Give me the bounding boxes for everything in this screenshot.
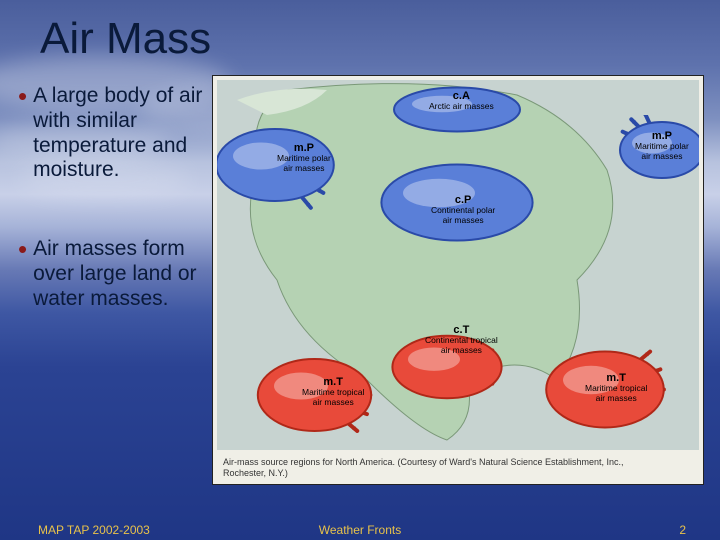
bullet-item: • A large body of air with similar tempe… <box>18 84 210 183</box>
caption-line: Air-mass source regions for North Americ… <box>223 457 624 467</box>
bullet-text: Air masses form over large land or water… <box>33 237 210 311</box>
air-mass-name: Maritime tropicalair masses <box>302 387 364 407</box>
bullet-list: • A large body of air with similar tempe… <box>18 84 210 365</box>
air-mass-name: Continental polarair masses <box>431 205 495 225</box>
air-mass-name: Arctic air masses <box>429 101 494 111</box>
bullet-dot-icon: • <box>18 237 27 311</box>
air-mass-label-mT_w: m.T Maritime tropicalair masses <box>302 376 364 408</box>
bullet-dot-icon: • <box>18 84 27 183</box>
air-mass-label-cP: c.P Continental polarair masses <box>431 194 495 226</box>
air-mass-map: c.A Arctic air masses m.P Maritime polar… <box>212 75 704 485</box>
air-mass-name: Maritime polarair masses <box>635 141 689 161</box>
air-mass-name: Maritime polarair masses <box>277 153 331 173</box>
air-mass-label-mP_w: m.P Maritime polarair masses <box>277 142 331 174</box>
map-caption: Air-mass source regions for North Americ… <box>223 457 624 480</box>
map-canvas: c.A Arctic air masses m.P Maritime polar… <box>217 80 699 450</box>
air-mass-name: Continental tropicalair masses <box>425 335 498 355</box>
air-mass-name: Maritime tropicalair masses <box>585 383 647 403</box>
bullet-item: • Air masses form over large land or wat… <box>18 237 210 311</box>
air-mass-label-cT: c.T Continental tropicalair masses <box>425 324 498 356</box>
caption-line: Rochester, N.Y.) <box>223 468 288 478</box>
slide: Air Mass • A large body of air with simi… <box>0 0 720 540</box>
air-mass-label-mT_e: m.T Maritime tropicalair masses <box>585 372 647 404</box>
air-mass-label-cA: c.A Arctic air masses <box>429 90 494 112</box>
footer-center: Weather Fronts <box>0 523 720 537</box>
footer-page: 2 <box>679 523 686 537</box>
slide-title: Air Mass <box>40 14 211 64</box>
air-mass-label-mP_e: m.P Maritime polarair masses <box>635 130 689 162</box>
bullet-text: A large body of air with similar tempera… <box>33 84 210 183</box>
